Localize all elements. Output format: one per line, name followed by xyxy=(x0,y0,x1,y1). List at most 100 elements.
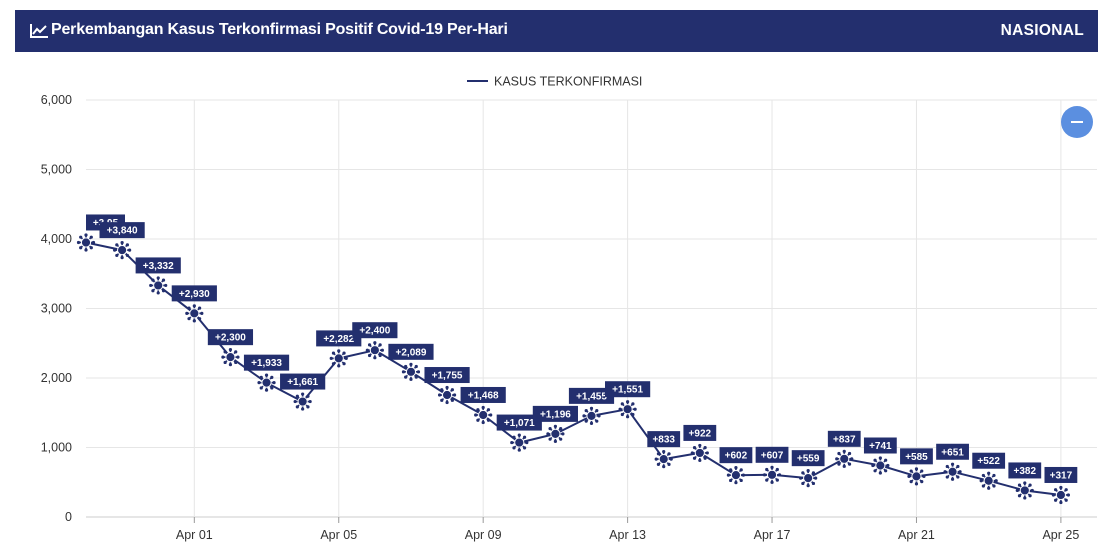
data-label-box xyxy=(1008,462,1042,479)
data-point-virus-icon[interactable] xyxy=(582,406,601,425)
data-point-virus-icon[interactable] xyxy=(221,348,240,367)
data-point-virus-icon[interactable] xyxy=(871,456,890,475)
data-point-virus-icon[interactable] xyxy=(654,450,673,469)
minus-icon xyxy=(1071,121,1083,123)
x-tick-label: Apr 05 xyxy=(320,528,357,542)
data-point-virus-icon[interactable] xyxy=(510,433,529,452)
data-label-text: +2,300 xyxy=(215,333,246,344)
data-label-box xyxy=(280,373,326,390)
data-label-box xyxy=(719,447,753,464)
data-label: +741 xyxy=(863,437,897,454)
data-label-box xyxy=(755,446,789,463)
data-point-virus-icon[interactable] xyxy=(726,466,746,485)
data-label: +522 xyxy=(972,452,1006,469)
data-point-virus-icon[interactable] xyxy=(762,465,782,484)
chart-title: Perkembangan Kasus Terkonfirmasi Positif… xyxy=(51,21,508,38)
data-point-virus-icon[interactable] xyxy=(76,233,96,252)
data-point-virus-icon[interactable] xyxy=(943,462,962,481)
data-label-text: +2,400 xyxy=(359,326,390,337)
data-label-text: +2,089 xyxy=(396,347,427,358)
data-label-text: +1,071 xyxy=(504,418,535,429)
zoom-out-button[interactable] xyxy=(1061,106,1093,138)
x-tick-label: Apr 09 xyxy=(465,528,502,542)
data-label: +382 xyxy=(1008,462,1042,479)
data-label-box xyxy=(827,430,861,447)
data-label: +1,455 xyxy=(568,387,615,404)
data-point-virus-icon[interactable] xyxy=(149,276,168,295)
data-label-box xyxy=(605,381,651,398)
data-label: +922 xyxy=(683,424,717,441)
data-label-box xyxy=(936,443,969,460)
data-label-text: +2,930 xyxy=(179,289,210,300)
line-chart-icon xyxy=(30,24,48,38)
data-point-virus-icon[interactable] xyxy=(113,241,132,260)
legend[interactable]: KASUS TERKONFIRMASI xyxy=(467,75,642,89)
data-point-virus-icon[interactable] xyxy=(437,385,457,405)
data-label-box xyxy=(135,257,181,274)
data-label-box xyxy=(460,386,506,403)
data-point-virus-icon[interactable] xyxy=(979,471,998,490)
data-point-virus-icon[interactable] xyxy=(799,469,818,488)
data-label: +651 xyxy=(936,443,969,460)
x-tick-label: Apr 25 xyxy=(1042,528,1079,542)
data-point-virus-icon[interactable] xyxy=(401,362,421,381)
data-label-box xyxy=(972,452,1006,469)
data-label: +1,661 xyxy=(280,373,326,390)
y-tick-label: 1,000 xyxy=(41,441,72,455)
data-label-text: +837 xyxy=(833,434,856,445)
data-label-text: +602 xyxy=(725,451,748,462)
data-label: +2,282 xyxy=(316,330,362,347)
data-label-box xyxy=(532,405,578,422)
data-label-box xyxy=(99,222,145,239)
data-point-virus-icon[interactable] xyxy=(618,400,637,419)
data-point-virus-icon[interactable] xyxy=(690,443,709,463)
data-point-virus-icon[interactable] xyxy=(293,392,312,411)
data-label-text: +3,332 xyxy=(143,261,174,272)
data-label-box xyxy=(207,329,254,346)
data-label-box xyxy=(863,437,897,454)
data-label-box xyxy=(243,354,290,371)
data-label-box xyxy=(1044,466,1078,483)
data-point-virus-icon[interactable] xyxy=(329,349,348,368)
data-label: +559 xyxy=(791,450,825,467)
data-label-box xyxy=(316,330,362,347)
data-label-text: +1,551 xyxy=(612,385,643,396)
data-label-text: +2,282 xyxy=(323,334,354,345)
chart-header: Perkembangan Kasus Terkonfirmasi Positif… xyxy=(15,10,1098,52)
data-point-virus-icon[interactable] xyxy=(546,424,565,443)
data-point-virus-icon[interactable] xyxy=(1051,485,1070,505)
y-tick-label: 0 xyxy=(65,510,72,524)
data-label-text: +833 xyxy=(652,435,675,446)
data-point-virus-icon[interactable] xyxy=(474,405,493,425)
x-tick-label: Apr 21 xyxy=(898,528,935,542)
data-label: +1,071 xyxy=(496,414,542,431)
data-point-virus-icon[interactable] xyxy=(185,304,204,323)
data-label-text: +1,468 xyxy=(468,390,499,401)
data-label-text: +3,840 xyxy=(107,226,138,237)
data-label: +837 xyxy=(827,430,861,447)
data-label-box xyxy=(683,424,717,441)
x-tick-label: Apr 17 xyxy=(754,528,791,542)
data-label: +1,196 xyxy=(532,405,578,422)
data-point-virus-icon[interactable] xyxy=(1015,481,1034,500)
data-label-text: +1,455 xyxy=(576,391,607,402)
data-point-virus-icon[interactable] xyxy=(365,341,384,360)
data-point-virus-icon[interactable] xyxy=(835,449,854,468)
scope-label: NASIONAL xyxy=(1000,22,1084,39)
x-tick-label: Apr 13 xyxy=(609,528,646,542)
data-label-text: +382 xyxy=(1014,466,1037,477)
x-tick-label: Apr 01 xyxy=(176,528,213,542)
data-label-box xyxy=(388,343,434,360)
y-tick-label: 6,000 xyxy=(41,93,72,107)
data-label-box xyxy=(171,285,217,302)
y-tick-label: 3,000 xyxy=(41,302,72,316)
data-label-text: +522 xyxy=(977,456,1000,467)
data-label: +2,300 xyxy=(207,329,254,346)
data-label: +2,400 xyxy=(352,322,398,339)
data-label-box xyxy=(424,367,470,384)
data-label-box xyxy=(647,431,681,448)
data-label: +1,468 xyxy=(460,386,506,403)
data-point-virus-icon[interactable] xyxy=(907,467,926,486)
data-point-virus-icon[interactable] xyxy=(257,373,276,392)
data-label-box xyxy=(791,450,825,467)
